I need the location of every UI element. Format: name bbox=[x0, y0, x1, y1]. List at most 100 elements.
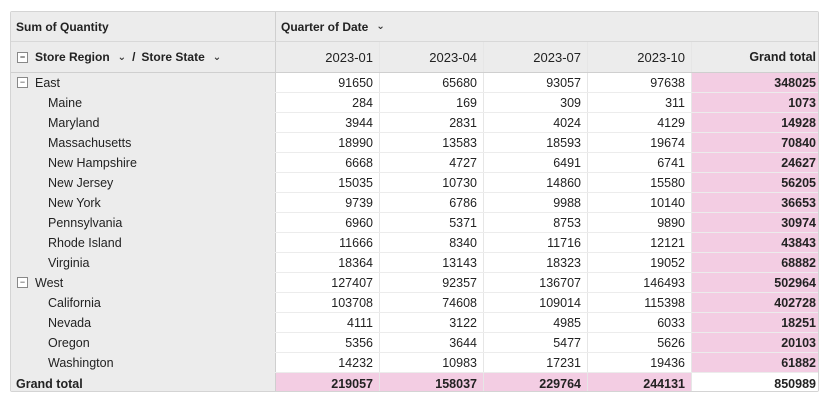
value-cell: 115398 bbox=[588, 293, 692, 312]
state-row: New Jersey 15035 10730 14860 15580 56205 bbox=[11, 173, 818, 193]
state-row: Rhode Island 11666 8340 11716 12121 43843 bbox=[11, 233, 818, 253]
row-field-2-label[interactable]: Store State bbox=[141, 50, 205, 64]
state-row: New York 9739 6786 9988 10140 36653 bbox=[11, 193, 818, 213]
collapse-icon[interactable]: − bbox=[17, 77, 28, 88]
value-cell: 6786 bbox=[380, 193, 484, 212]
pivot-header-row-2: − Store Region ⌄ / Store State ⌄ 2023-01… bbox=[11, 42, 818, 73]
state-label: Rhode Island bbox=[48, 235, 122, 250]
collapse-all-icon[interactable]: − bbox=[17, 51, 28, 63]
row-grand-total-cell: 61882 bbox=[692, 353, 818, 372]
row-header-cell[interactable]: − East bbox=[11, 73, 276, 92]
value-cell: 9739 bbox=[276, 193, 380, 212]
value-cell: 10983 bbox=[380, 353, 484, 372]
row-header-cell[interactable]: − West bbox=[11, 273, 276, 292]
grand-total-row: Grand total 219057 158037 229764 244131 85098… bbox=[11, 373, 818, 391]
row-header-cell: Massachusetts bbox=[11, 133, 276, 152]
row-grand-total-cell: 68882 bbox=[692, 253, 818, 272]
chevron-down-icon[interactable]: ⌄ bbox=[376, 21, 385, 32]
column-grand-total-cell: 158037 bbox=[380, 373, 484, 391]
row-grand-total-cell: 402728 bbox=[692, 293, 818, 312]
row-grand-total-cell: 14928 bbox=[692, 113, 818, 132]
value-cell: 311 bbox=[588, 93, 692, 112]
value-cell: 97638 bbox=[588, 73, 692, 92]
value-cell: 74608 bbox=[380, 293, 484, 312]
quarter-header: 2023-10 bbox=[588, 42, 692, 72]
value-cell: 9988 bbox=[484, 193, 588, 212]
value-cell: 13583 bbox=[380, 133, 484, 152]
overall-grand-total-cell: 850989 bbox=[692, 373, 818, 391]
value-cell: 9890 bbox=[588, 213, 692, 232]
value-cell: 4111 bbox=[276, 313, 380, 332]
value-cell: 91650 bbox=[276, 73, 380, 92]
row-grand-total-cell: 502964 bbox=[692, 273, 818, 292]
value-cell: 8753 bbox=[484, 213, 588, 232]
value-cell: 11716 bbox=[484, 233, 588, 252]
column-field-header[interactable]: Quarter of Date ⌄ bbox=[276, 12, 818, 41]
column-field-label: Quarter of Date bbox=[281, 19, 369, 34]
row-header-cell: Maryland bbox=[11, 113, 276, 132]
row-grand-total-cell: 43843 bbox=[692, 233, 818, 252]
row-grand-total-cell: 70840 bbox=[692, 133, 818, 152]
state-label: New Jersey bbox=[48, 175, 114, 190]
value-cell: 5626 bbox=[588, 333, 692, 352]
value-cell: 146493 bbox=[588, 273, 692, 292]
value-cell: 3122 bbox=[380, 313, 484, 332]
value-cell: 127407 bbox=[276, 273, 380, 292]
chevron-down-icon[interactable]: ⌄ bbox=[117, 51, 127, 63]
value-cell: 4024 bbox=[484, 113, 588, 132]
state-label: California bbox=[48, 295, 101, 310]
value-cell: 5477 bbox=[484, 333, 588, 352]
row-header-cell: New York bbox=[11, 193, 276, 212]
row-header-cell: Pennsylvania bbox=[11, 213, 276, 232]
row-grand-total-cell: 18251 bbox=[692, 313, 818, 332]
row-grand-total-cell: 56205 bbox=[692, 173, 818, 192]
column-grand-total-cell: 219057 bbox=[276, 373, 380, 391]
value-cell: 2831 bbox=[380, 113, 484, 132]
value-cell: 18364 bbox=[276, 253, 380, 272]
row-grand-total-cell: 24627 bbox=[692, 153, 818, 172]
row-header-cell: Rhode Island bbox=[11, 233, 276, 252]
value-cell: 92357 bbox=[380, 273, 484, 292]
state-row: Nevada 4111 3122 4985 6033 18251 bbox=[11, 313, 818, 333]
region-label: East bbox=[35, 75, 61, 90]
row-field-separator: / bbox=[132, 50, 136, 64]
row-grand-total-cell: 348025 bbox=[692, 73, 818, 92]
value-cell: 109014 bbox=[484, 293, 588, 312]
value-cell: 18323 bbox=[484, 253, 588, 272]
collapse-icon[interactable]: − bbox=[17, 277, 28, 288]
state-label: New York bbox=[48, 195, 101, 210]
value-cell: 18990 bbox=[276, 133, 380, 152]
state-row: Pennsylvania 6960 5371 8753 9890 30974 bbox=[11, 213, 818, 233]
value-cell: 3644 bbox=[380, 333, 484, 352]
state-label: Maryland bbox=[48, 115, 100, 130]
quarter-header: 2023-07 bbox=[484, 42, 588, 72]
value-cell: 5356 bbox=[276, 333, 380, 352]
row-field-1-label[interactable]: Store Region bbox=[35, 50, 110, 64]
grand-total-row-label: Grand total bbox=[11, 373, 276, 391]
row-grand-total-cell: 1073 bbox=[692, 93, 818, 112]
row-grand-total-cell: 20103 bbox=[692, 333, 818, 352]
value-cell: 4129 bbox=[588, 113, 692, 132]
state-row: Oregon 5356 3644 5477 5626 20103 bbox=[11, 333, 818, 353]
state-label: Pennsylvania bbox=[48, 215, 123, 230]
value-cell: 19436 bbox=[588, 353, 692, 372]
row-header-cell: Virginia bbox=[11, 253, 276, 272]
row-header-cell: California bbox=[11, 293, 276, 312]
value-cell: 6491 bbox=[484, 153, 588, 172]
state-label: Washington bbox=[48, 355, 114, 370]
value-cell: 309 bbox=[484, 93, 588, 112]
region-label: West bbox=[35, 275, 64, 290]
value-cell: 15035 bbox=[276, 173, 380, 192]
value-cell: 6741 bbox=[588, 153, 692, 172]
value-cell: 4985 bbox=[484, 313, 588, 332]
state-row: New Hampshire 6668 4727 6491 6741 24627 bbox=[11, 153, 818, 173]
grand-total-column-header: Grand total bbox=[749, 50, 816, 64]
measure-label: Sum of Quantity bbox=[11, 12, 276, 41]
value-cell: 103708 bbox=[276, 293, 380, 312]
state-row: Maine 284 169 309 311 1073 bbox=[11, 93, 818, 113]
value-cell: 19674 bbox=[588, 133, 692, 152]
state-row: Maryland 3944 2831 4024 4129 14928 bbox=[11, 113, 818, 133]
chevron-down-icon[interactable]: ⌄ bbox=[212, 51, 222, 63]
value-cell: 14860 bbox=[484, 173, 588, 192]
value-cell: 3944 bbox=[276, 113, 380, 132]
